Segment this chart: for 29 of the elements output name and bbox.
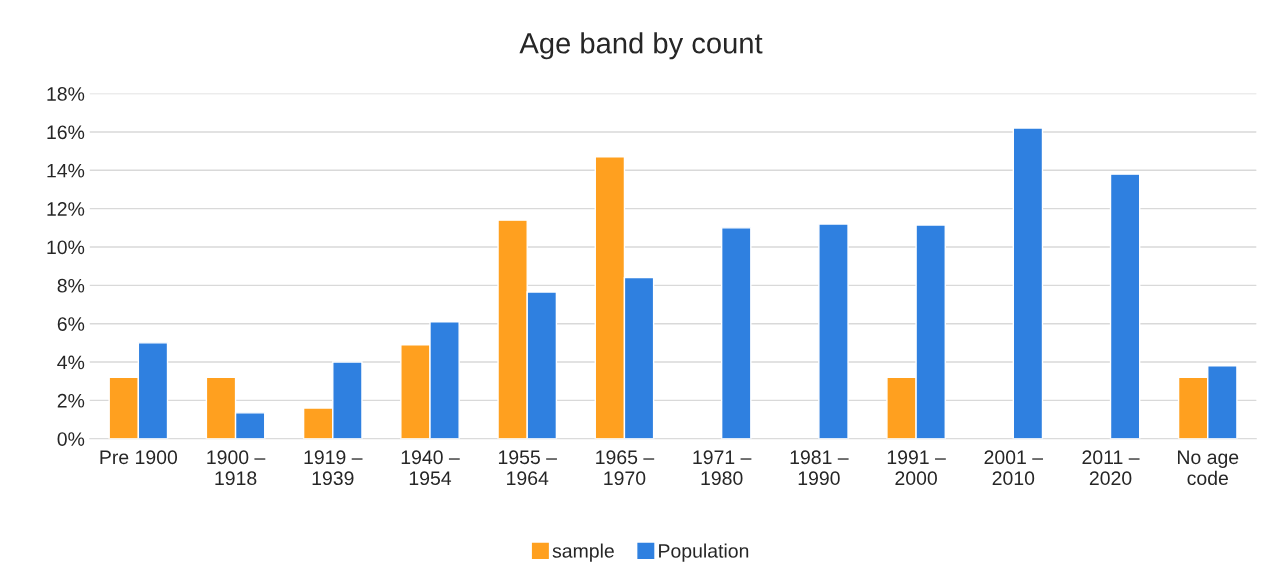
x-tick-label: 1981 – 1990 — [790, 450, 849, 486]
y-tick-label: 6% — [57, 317, 85, 331]
x-tick-label: 1965 – 1970 — [596, 450, 655, 486]
chart-title: Age band by count — [519, 32, 763, 60]
legend-label: sample — [552, 543, 614, 562]
y-tick-label: 10% — [47, 240, 85, 255]
y-tick-label: 12% — [47, 202, 85, 216]
y-tick-label: 16% — [47, 125, 85, 140]
x-tick-label: 1991 – 2000 — [887, 450, 946, 486]
bar — [1109, 173, 1141, 439]
x-tick-label: 1940 – 1954 — [401, 450, 460, 486]
legend-label: Population — [659, 543, 749, 562]
bar — [720, 227, 752, 439]
bar — [818, 223, 849, 439]
x-tick-label: 1919 – 1939 — [304, 450, 363, 486]
y-tick-label: 4% — [57, 355, 85, 370]
y-tick-label: 18% — [47, 87, 85, 101]
x-tick-label: 1900 – 1918 — [207, 450, 266, 486]
x-tick-label: 2011 – 2020 — [1082, 450, 1140, 486]
y-tick-label: 14% — [47, 163, 85, 178]
y-tick-label: 0% — [57, 432, 85, 446]
x-tick-label: Pre 1900 — [100, 450, 178, 465]
x-tick-label: No age code — [1178, 450, 1239, 486]
bar — [1012, 127, 1044, 439]
y-tick-label: 2% — [57, 393, 85, 408]
x-tick-label: 1955 – 1964 — [498, 450, 557, 486]
x-tick-label: 1971 – 1980 — [693, 450, 752, 486]
x-tick-label: 2001 – 2010 — [984, 450, 1044, 486]
y-tick-label: 8% — [57, 278, 85, 293]
